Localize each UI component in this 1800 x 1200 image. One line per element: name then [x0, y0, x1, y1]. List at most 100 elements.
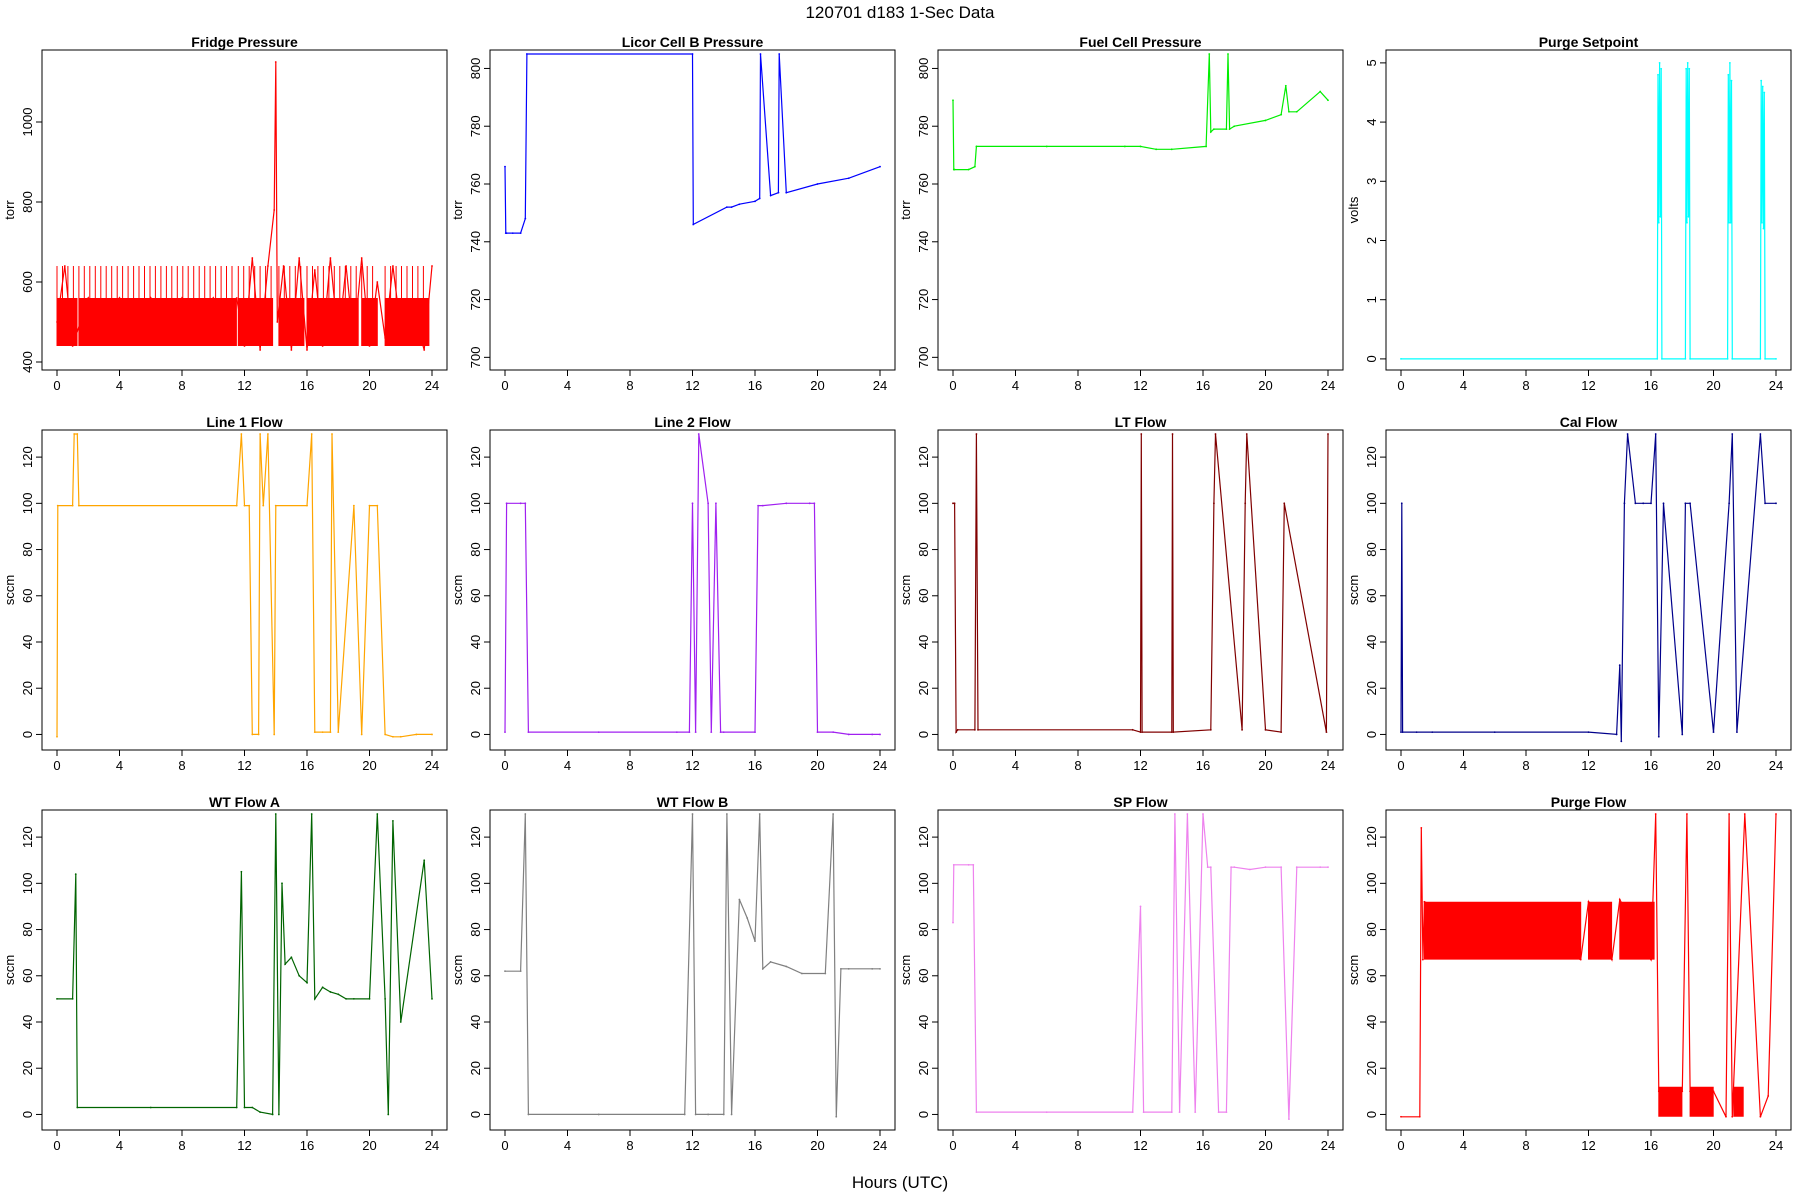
y-tick-label: 0	[468, 1111, 483, 1118]
x-tick-label: 24	[425, 1138, 439, 1153]
data-point	[808, 502, 811, 505]
data-point	[759, 53, 762, 55]
data-point	[368, 997, 371, 1000]
data-point	[1214, 433, 1217, 435]
data-point	[392, 820, 394, 822]
y-tick-label: 80	[468, 922, 483, 936]
x-tick-label: 20	[1706, 1138, 1720, 1153]
y-tick-label: 760	[916, 173, 931, 195]
data-point	[73, 433, 76, 435]
x-tick-label: 12	[1581, 1138, 1595, 1153]
data-point	[352, 504, 355, 507]
panel: Line 1 Flow sccm 0 4 8 12 16 20 24 0 20 40 60 80 100 12…	[2, 414, 448, 773]
data-point	[746, 917, 749, 919]
data-point	[1228, 128, 1231, 131]
series-line	[56, 61, 433, 351]
series-line	[1401, 813, 1777, 1118]
y-axis-label: sccm	[2, 575, 17, 605]
y-tick-label: 120	[1364, 826, 1379, 848]
data-point	[1729, 61, 1731, 64]
data-point	[274, 61, 277, 63]
data-point	[519, 232, 522, 235]
y-tick-label: 40	[20, 1015, 35, 1029]
data-point	[399, 735, 402, 738]
x-tick-label: 4	[564, 378, 571, 393]
x-tick-label: 16	[1196, 758, 1210, 773]
data-point	[975, 145, 978, 148]
data-point	[1194, 1111, 1197, 1114]
y-axis-label: volts	[1346, 196, 1361, 223]
plot-frame	[937, 809, 1344, 1131]
data-point	[1689, 357, 1691, 360]
data-point	[1685, 67, 1688, 70]
x-tick-label: 20	[362, 378, 376, 393]
data-point	[149, 297, 152, 299]
series-line	[56, 433, 432, 738]
x-tick-label: 0	[501, 378, 508, 393]
data-point	[368, 345, 371, 347]
data-point	[392, 735, 394, 738]
data-point	[290, 349, 293, 351]
panel-title: Licor Cell B Pressure	[622, 34, 764, 50]
data-point	[953, 168, 956, 171]
data-point	[725, 813, 728, 815]
data-point	[267, 265, 269, 267]
data-point	[298, 257, 301, 259]
data-point	[329, 731, 332, 734]
data-point	[1727, 73, 1730, 76]
data-point	[800, 972, 803, 975]
data-point	[74, 873, 77, 875]
data-point	[165, 341, 168, 343]
panel-title: Purge Setpoint	[1539, 34, 1639, 50]
data-point	[725, 206, 728, 209]
data-point	[1319, 866, 1322, 869]
x-tick-label: 0	[949, 1138, 956, 1153]
data-point	[710, 731, 713, 734]
y-tick-label: 120	[916, 446, 931, 468]
data-point	[337, 993, 340, 996]
y-tick-label: 100	[916, 492, 931, 514]
data-point	[273, 209, 276, 211]
y-tick-label: 80	[1364, 542, 1379, 556]
data-point	[415, 733, 418, 736]
x-tick-label: 24	[873, 1138, 887, 1153]
y-tick-label: 20	[1364, 681, 1379, 695]
data-point	[431, 733, 433, 736]
data-point	[56, 504, 59, 507]
x-tick-label: 8	[1074, 1138, 1081, 1153]
data-point	[274, 504, 277, 507]
panel: Line 2 Flow sccm 0 4 8 12 16 20 24 0 20 40 60 80 100 12…	[450, 414, 896, 773]
y-tick-label: 0	[1364, 355, 1379, 362]
data-point	[1423, 900, 1426, 903]
data-point	[1689, 502, 1691, 505]
x-tick-label: 0	[949, 758, 956, 773]
data-point	[758, 813, 761, 815]
panel: Fridge Pressure torr 0 4 8 12 16 20 24 400 600 800 1…	[2, 34, 448, 393]
y-tick-label: 0	[916, 1111, 931, 1118]
data-point	[1656, 357, 1659, 360]
series-band	[1423, 901, 1744, 1117]
data-point	[1687, 215, 1690, 218]
data-point	[1400, 502, 1403, 505]
series-line	[1400, 433, 1776, 742]
data-point	[1209, 866, 1212, 869]
data-point	[1327, 866, 1329, 869]
data-point	[952, 502, 954, 505]
data-point	[1761, 221, 1763, 224]
data-point	[384, 337, 387, 339]
y-axis-label: torr	[898, 200, 913, 220]
data-point	[360, 257, 363, 259]
data-point	[832, 731, 835, 734]
x-tick-label: 24	[1321, 378, 1335, 393]
x-tick-label: 0	[53, 1138, 60, 1153]
data-point	[1245, 433, 1248, 435]
data-point	[1763, 91, 1766, 94]
x-tick-label: 12	[1581, 758, 1595, 773]
plot-frame	[41, 429, 448, 751]
data-point	[267, 433, 269, 435]
data-point	[840, 967, 842, 970]
data-point	[738, 203, 741, 206]
data-point	[597, 731, 600, 734]
x-tick-label: 0	[1397, 378, 1404, 393]
